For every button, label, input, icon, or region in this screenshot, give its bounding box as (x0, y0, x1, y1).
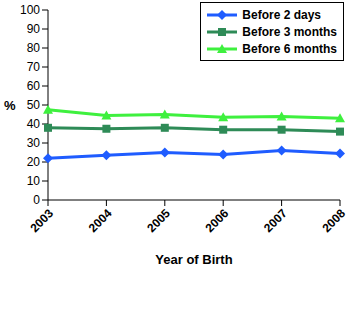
svg-text:70: 70 (27, 60, 41, 74)
svg-text:0: 0 (33, 193, 40, 207)
svg-text:90: 90 (27, 22, 41, 36)
svg-text:2007: 2007 (261, 206, 290, 235)
svg-text:%: % (8, 98, 16, 113)
svg-text:Year of Birth: Year of Birth (155, 252, 232, 267)
svg-text:2008: 2008 (319, 206, 342, 235)
svg-text:100: 100 (20, 3, 40, 17)
html-text:Before 6 months: Before 6 months (242, 41, 337, 56)
svg-text:60: 60 (27, 79, 41, 93)
svg-text:2004: 2004 (86, 206, 115, 235)
svg-text:30: 30 (27, 136, 41, 150)
svg-text:20: 20 (27, 155, 41, 169)
svg-text:80: 80 (27, 41, 41, 55)
html-text:Before 2 days: Before 2 days (242, 7, 321, 22)
svg-text:10: 10 (27, 174, 41, 188)
svg-text:2005: 2005 (144, 206, 173, 235)
svg-text:2006: 2006 (203, 206, 232, 235)
svg-text:40: 40 (27, 117, 41, 131)
html-text:Before 3 months: Before 3 months (242, 24, 337, 39)
svg-text:50: 50 (27, 98, 41, 112)
svg-text:2003: 2003 (27, 206, 56, 235)
